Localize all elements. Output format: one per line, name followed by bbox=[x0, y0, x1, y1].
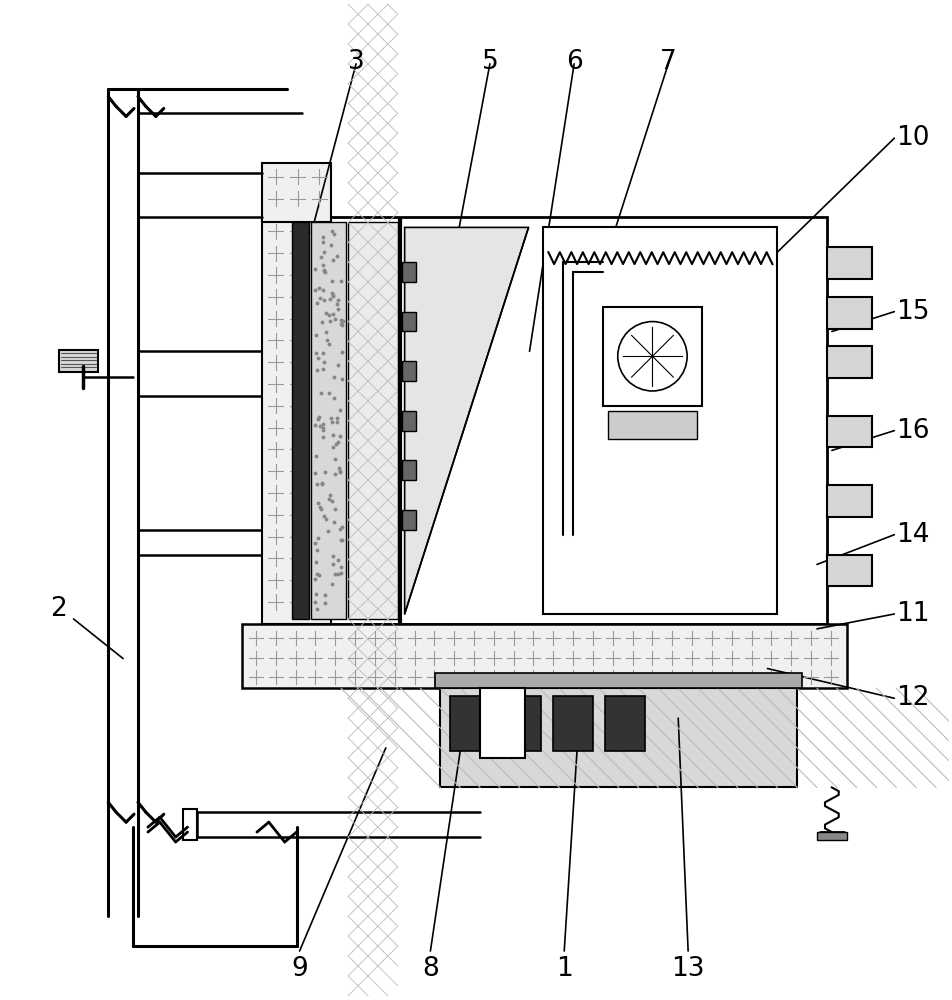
Bar bbox=[401, 411, 415, 431]
Text: 7: 7 bbox=[659, 49, 676, 75]
Bar bbox=[826, 416, 870, 447]
Bar bbox=[826, 297, 870, 329]
Bar bbox=[826, 247, 870, 279]
Text: 3: 3 bbox=[347, 49, 364, 75]
Bar bbox=[440, 688, 796, 787]
Bar bbox=[603, 307, 702, 406]
Text: 12: 12 bbox=[896, 685, 929, 711]
Bar bbox=[605, 696, 644, 751]
Bar bbox=[347, 222, 397, 619]
Bar bbox=[826, 485, 870, 517]
Text: 8: 8 bbox=[422, 956, 438, 982]
Bar bbox=[607, 411, 696, 439]
Text: 14: 14 bbox=[896, 522, 929, 548]
Bar bbox=[262, 217, 331, 624]
Bar bbox=[816, 832, 845, 840]
Text: 5: 5 bbox=[481, 49, 498, 75]
Circle shape bbox=[617, 322, 686, 391]
Bar bbox=[287, 217, 826, 624]
Bar bbox=[311, 222, 346, 619]
Text: 13: 13 bbox=[670, 956, 704, 982]
Text: 9: 9 bbox=[291, 956, 307, 982]
Text: 1: 1 bbox=[555, 956, 572, 982]
Bar bbox=[401, 361, 415, 381]
Bar bbox=[553, 696, 592, 751]
Bar bbox=[183, 809, 197, 840]
Bar bbox=[242, 624, 845, 688]
Text: 16: 16 bbox=[896, 418, 929, 444]
Bar bbox=[480, 688, 524, 758]
Bar bbox=[826, 346, 870, 378]
Bar bbox=[59, 350, 98, 372]
Bar bbox=[826, 555, 870, 586]
Bar bbox=[401, 510, 415, 530]
Bar bbox=[435, 673, 802, 688]
Bar bbox=[401, 262, 415, 282]
Text: 10: 10 bbox=[896, 125, 929, 151]
Bar bbox=[401, 460, 415, 480]
Bar bbox=[401, 312, 415, 331]
Bar bbox=[543, 227, 777, 614]
Bar bbox=[291, 222, 309, 619]
Text: 15: 15 bbox=[896, 299, 929, 325]
Polygon shape bbox=[405, 227, 528, 614]
Bar bbox=[502, 696, 541, 751]
Text: 11: 11 bbox=[896, 601, 929, 627]
Text: 6: 6 bbox=[565, 49, 582, 75]
Bar bbox=[449, 696, 489, 751]
Text: 2: 2 bbox=[50, 596, 67, 622]
Bar bbox=[262, 163, 331, 222]
